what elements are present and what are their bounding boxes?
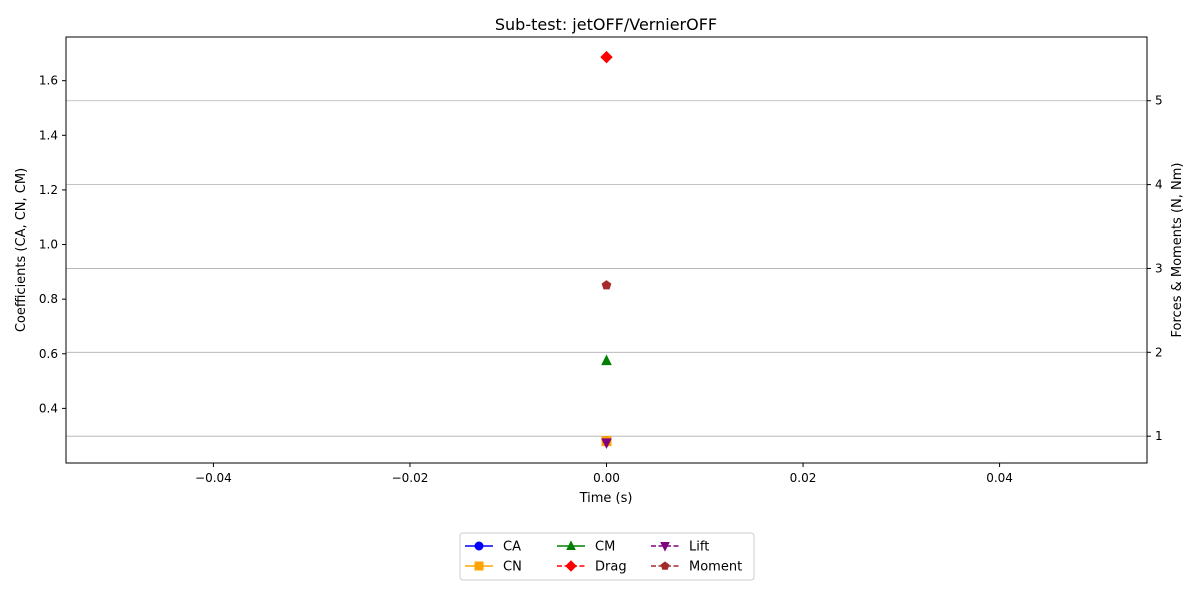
y-right-tick-label: 4: [1155, 178, 1163, 192]
x-tick-label: 0.02: [790, 471, 817, 485]
legend-label: Lift: [689, 540, 709, 555]
legend: CA CN CM Drag Lift Moment: [459, 532, 755, 581]
y-left-tick-label: 0.4: [39, 401, 58, 415]
legend-item-ca: CA: [465, 540, 521, 555]
legend-marker: [474, 561, 484, 571]
data-marks: [600, 50, 613, 449]
legend-item-lift: Lift: [651, 540, 709, 555]
legend-marker: [565, 560, 577, 572]
legend-item-drag: Drag: [557, 560, 627, 575]
y-axis-right: 1 2 3 4 5: [1147, 94, 1163, 443]
legend-marker: [660, 542, 670, 552]
data-point-lift: [601, 438, 612, 449]
grid: [66, 100, 1147, 437]
legend-label: Drag: [595, 560, 627, 575]
data-point-cm: [601, 354, 612, 366]
y-left-tick-label: 1.6: [39, 74, 58, 88]
legend-label: CM: [595, 540, 615, 555]
legend-item-cn: CN: [465, 560, 522, 575]
legend-marker: [566, 540, 576, 550]
legend-label: CA: [503, 540, 521, 555]
y-left-tick-label: 0.8: [39, 292, 58, 306]
legend-label: Moment: [689, 560, 742, 575]
y-right-tick-label: 3: [1155, 261, 1163, 275]
y-axis-right-label: Forces & Moments (N, Nm): [1170, 163, 1185, 338]
legend-item-cm: CM: [557, 540, 615, 555]
legend-marker: [660, 561, 670, 570]
data-point-drag: [600, 50, 613, 64]
legend-box: [459, 532, 755, 581]
y-left-tick-label: 1.0: [39, 238, 58, 252]
x-axis-label: Time (s): [579, 491, 633, 506]
y-right-tick-label: 5: [1155, 94, 1163, 108]
y-right-tick-label: 1: [1155, 429, 1163, 443]
x-tick-label: 0.04: [986, 471, 1013, 485]
x-axis: −0.04 −0.02 0.00 0.02 0.04: [195, 463, 1013, 485]
chart-title: Sub-test: jetOFF/VernierOFF: [495, 15, 717, 34]
y-left-tick-label: 0.6: [39, 347, 58, 361]
y-axis-left: 0.4 0.6 0.8 1.0 1.2 1.4 1.6: [39, 74, 66, 415]
y-left-tick-label: 1.4: [39, 128, 58, 142]
y-axis-left-label: Coefficients (CA, CN, CM): [14, 168, 29, 332]
legend-marker: [474, 541, 484, 551]
legend-label: CN: [503, 560, 522, 575]
y-left-tick-label: 1.2: [39, 183, 58, 197]
y-right-tick-label: 2: [1155, 345, 1163, 359]
x-tick-label: −0.04: [195, 471, 232, 485]
data-point-moment: [601, 280, 612, 290]
x-tick-label: 0.00: [593, 471, 620, 485]
legend-item-moment: Moment: [651, 560, 742, 575]
x-tick-label: −0.02: [392, 471, 429, 485]
